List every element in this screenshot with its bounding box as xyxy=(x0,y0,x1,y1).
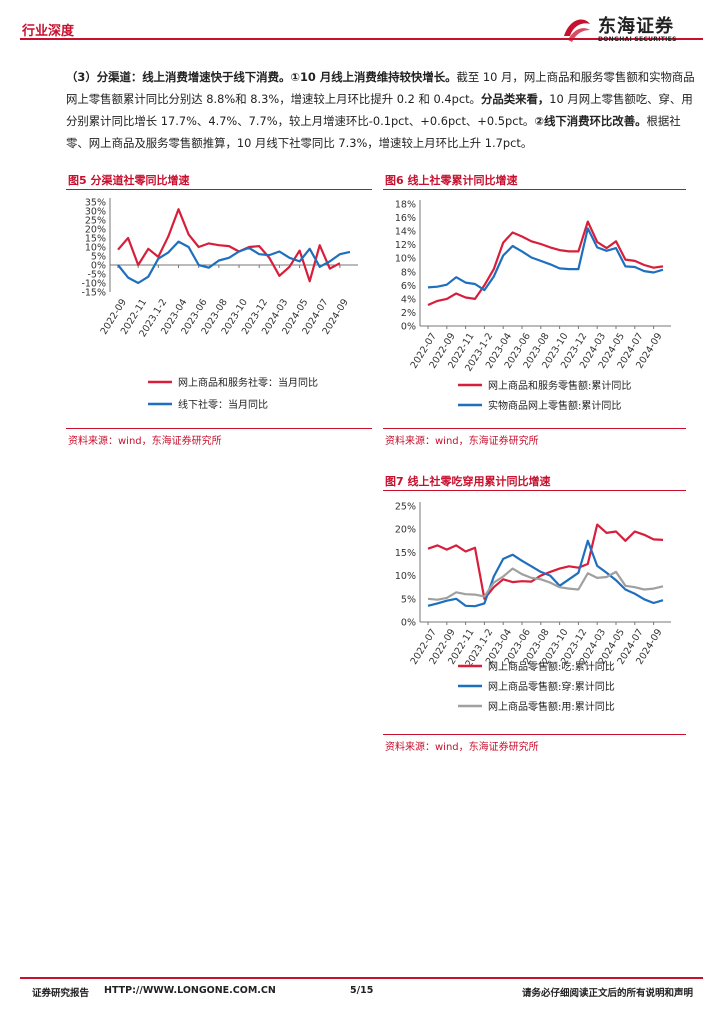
y-tick-label: 12% xyxy=(395,240,416,251)
y-tick-label: 4% xyxy=(401,294,416,305)
y-tick-label: 0% xyxy=(401,322,416,333)
y-tick-label: 15% xyxy=(85,234,106,245)
footer-rule xyxy=(20,977,703,979)
fig6-title-rule xyxy=(383,189,686,190)
y-tick-label: 6% xyxy=(401,281,416,292)
fig7-title: 图7 线上社零吃穿用累计同比增速 xyxy=(385,475,551,488)
company-name: 东海证券 xyxy=(598,16,674,37)
y-tick-label: 5% xyxy=(401,594,416,605)
para-point2: ②线下消费环比改善。 xyxy=(534,114,647,128)
para-category: 分品类来看， xyxy=(480,92,550,106)
y-tick-label: 10% xyxy=(395,254,416,265)
fig7-title-rule xyxy=(383,490,686,491)
y-tick-label: 20% xyxy=(395,525,416,536)
y-tick-label: 10% xyxy=(85,243,106,254)
para-lead: （3）分渠道：线上消费增速快于线下消费。 xyxy=(66,70,291,84)
series-line-3 xyxy=(427,567,664,601)
company-name-en: DONGHAI SECURITIES xyxy=(598,36,677,43)
fig5-source-rule xyxy=(66,428,372,429)
section-title: 行业深度 xyxy=(22,24,75,39)
fig5-source: 资料来源：wind，东海证券研究所 xyxy=(68,436,222,447)
legend-label-1: 网上商品零售额:吃:累计同比 xyxy=(488,660,615,673)
legend-label-3: 网上商品零售额:用:累计同比 xyxy=(488,700,615,713)
fig6-chart: 0%2%4%6%8%10%12%14%16%18%2022-072022-092… xyxy=(395,200,671,412)
fig5-chart: -15%-10%-5%0%5%10%15%20%25%30%35%2022-09… xyxy=(81,198,358,411)
y-tick-label: 8% xyxy=(401,267,416,278)
series-line-2 xyxy=(427,539,664,608)
fig5-title-rule xyxy=(66,189,372,190)
legend-label-2: 网上商品零售额:穿:累计同比 xyxy=(488,680,615,693)
y-tick-label: 25% xyxy=(395,502,416,513)
y-tick-label: -15% xyxy=(81,288,106,299)
fig6-source: 资料来源：wind，东海证券研究所 xyxy=(385,436,539,447)
page-number: 5/15 xyxy=(350,985,374,996)
fig7-source-rule xyxy=(383,734,686,735)
fig6-title: 图6 线上社零累计同比增速 xyxy=(385,174,518,187)
para-text3: 根据社零、网上商品及服务零售额推算，10 月线下社零同比 7.3%，增速较上月环… xyxy=(66,114,681,150)
y-tick-label: -10% xyxy=(81,279,106,290)
footer-disclaimer: 请务必仔细阅读正文后的所有说明和声明 xyxy=(522,988,694,999)
y-tick-label: 5% xyxy=(91,252,106,263)
para-text2: 10 月网上零售额吃、穿、用分别累计同比增长 17.7%、4.7%、7.7%，较… xyxy=(66,92,693,128)
header-rule xyxy=(20,38,703,40)
y-tick-label: 15% xyxy=(395,548,416,559)
y-tick-label: 35% xyxy=(85,198,106,209)
series-line-1 xyxy=(427,523,664,600)
y-tick-label: 25% xyxy=(85,216,106,227)
series-line-1 xyxy=(117,208,341,283)
y-tick-label: 18% xyxy=(395,200,416,211)
y-tick-label: -5% xyxy=(88,270,107,281)
body-paragraph: （3）分渠道：线上消费增速快于线下消费。①10 月线上消费维持较快增长。截至 1… xyxy=(66,66,696,154)
series-line-2 xyxy=(427,227,664,292)
fig7-source: 资料来源：wind，东海证券研究所 xyxy=(385,742,539,753)
series-line-2 xyxy=(117,240,351,285)
fig5-title: 图5 分渠道社零同比增速 xyxy=(68,174,190,187)
para-point1: ①10 月线上消费维持较快增长。 xyxy=(290,70,457,84)
y-tick-label: 0% xyxy=(401,618,416,629)
y-tick-label: 0% xyxy=(91,261,106,272)
series-line-1 xyxy=(427,220,664,307)
y-tick-label: 16% xyxy=(395,213,416,224)
legend-label-1: 网上商品和服务社零：当月同比 xyxy=(178,376,318,389)
legend-label-2: 实物商品网上零售额:累计同比 xyxy=(488,399,621,412)
legend-label-2: 线下社零：当月同比 xyxy=(178,398,268,411)
para-text1: 截至 10 月，网上商品和服务零售额和实物商品网上零售额累计同比分别达 8.8%… xyxy=(66,70,695,106)
footer-url[interactable]: HTTP://WWW.LONGONE.COM.CN xyxy=(104,985,276,996)
y-tick-label: 10% xyxy=(395,571,416,582)
legend-label-1: 网上商品和服务零售额:累计同比 xyxy=(488,379,631,392)
fig7-chart: 0%5%10%15%20%25%2022-072022-092022-11202… xyxy=(395,502,671,713)
y-tick-label: 2% xyxy=(401,308,416,319)
y-tick-label: 20% xyxy=(85,225,106,236)
company-logo-icon xyxy=(564,19,590,42)
y-tick-label: 30% xyxy=(85,207,106,218)
fig6-source-rule xyxy=(383,428,686,429)
y-tick-label: 14% xyxy=(395,227,416,238)
footer-report-type: 证券研究报告 xyxy=(32,988,90,999)
